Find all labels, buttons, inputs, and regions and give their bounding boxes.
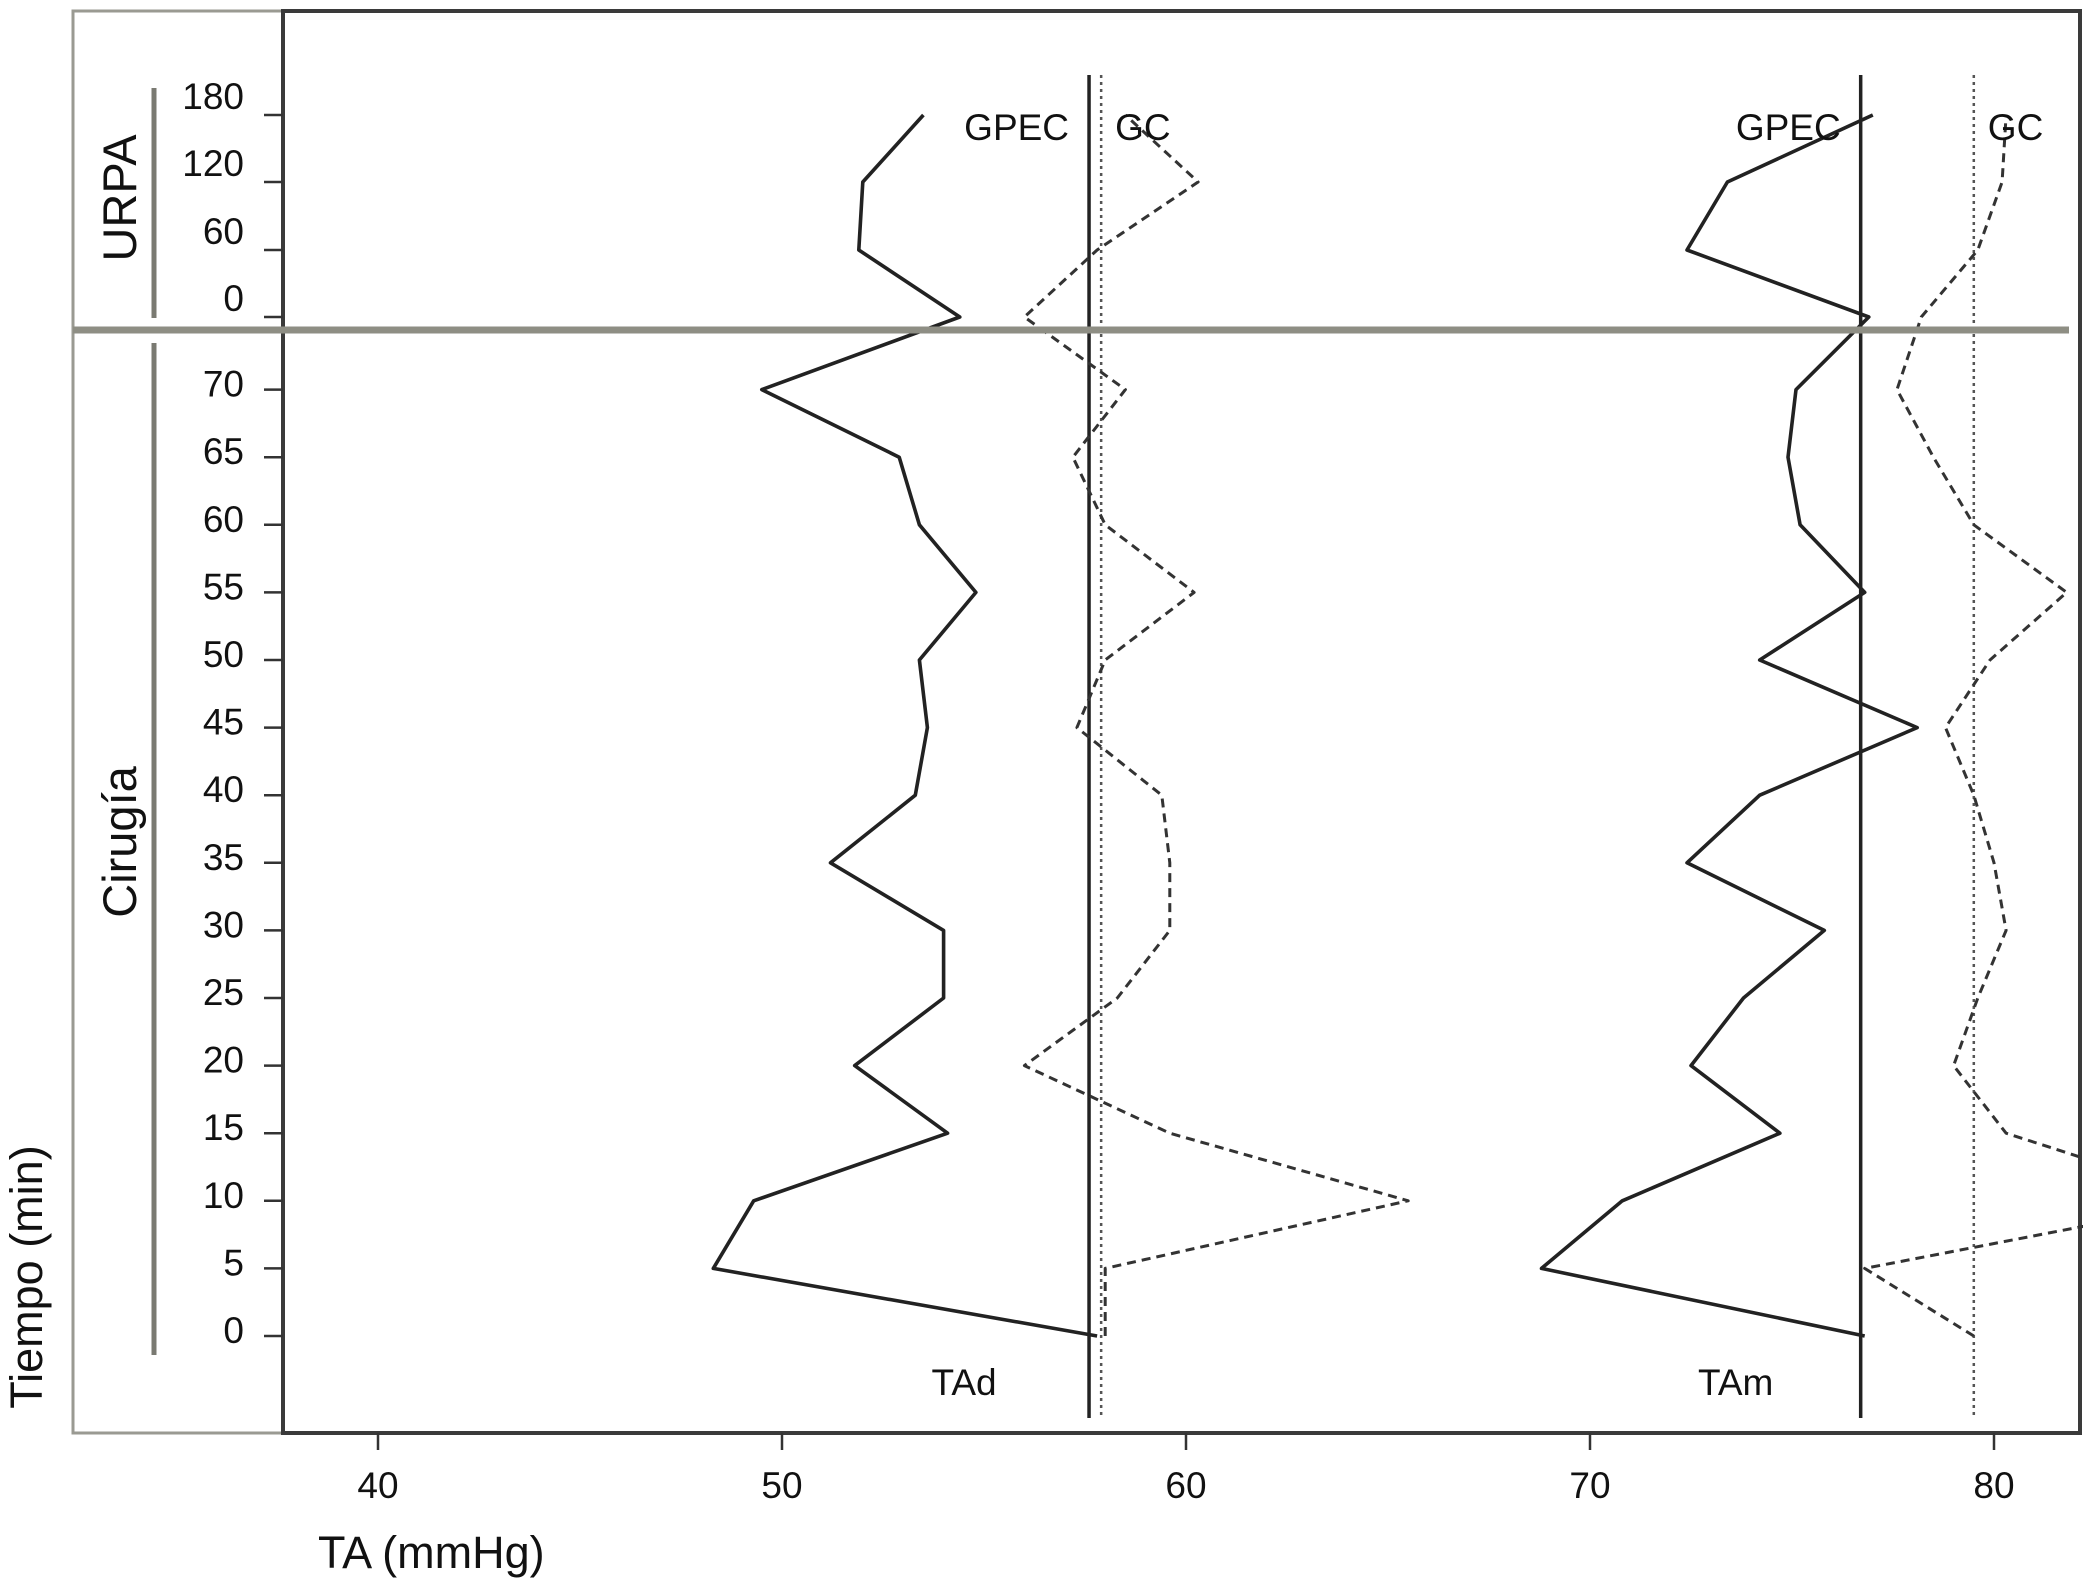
series-gpec-line (711, 113, 1098, 1338)
y-tick-label: 120 (182, 143, 244, 184)
y-tick-label: 180 (182, 76, 244, 117)
y-tick-label: 5 (223, 1242, 244, 1283)
y-tick-label: 35 (203, 837, 244, 878)
x-tick-label: 50 (761, 1465, 802, 1506)
y-ticks: 0 60 120 180 0 5 10 15 20 25 30 35 40 45 50 55 60 65 70 (182, 76, 283, 1351)
y-tick-label: 25 (203, 972, 244, 1013)
y-tick-label: 40 (203, 769, 244, 810)
y-tick-label: 45 (203, 702, 244, 743)
y-tick-label: 60 (203, 211, 244, 252)
series-gpec-line (1539, 113, 1919, 1338)
y-tick-label: 60 (203, 499, 244, 540)
y-tick-label: 55 (203, 566, 244, 607)
y-tick-label: 15 (203, 1107, 244, 1148)
y-tick-label: 65 (203, 431, 244, 472)
section-title-urpa: URPA (93, 134, 146, 262)
section-title-cirugia: Cirugía (93, 765, 146, 917)
group-label-gc: GC (1115, 107, 1171, 148)
y-tick-label: 70 (203, 364, 244, 405)
group-label-gpec: GPEC (1736, 107, 1841, 148)
y-tick-label: 0 (223, 1310, 244, 1351)
y-tick-label: 30 (203, 904, 244, 945)
panel-name: TAm (1698, 1362, 1773, 1403)
y-tick-label: 10 (203, 1175, 244, 1216)
y-tick-label: 0 (223, 278, 244, 319)
plot-frame (281, 9, 2082, 1435)
panel-name: TAd (931, 1362, 996, 1403)
x-tick-label: 80 (1973, 1465, 2014, 1506)
series-gc-line (1863, 114, 2083, 1338)
panel-tad: GPEC GC TAd (711, 75, 1410, 1418)
y-tick-label: 20 (203, 1040, 244, 1081)
group-label-gc: GC (1988, 107, 2044, 148)
series-gc-line (1022, 113, 1410, 1336)
group-label-gpec: GPEC (964, 107, 1069, 148)
x-ticks: 405060708090100110120 (357, 1433, 2015, 1506)
x-axis-title: TA (mmHg) (318, 1527, 545, 1578)
y-tick-label: 50 (203, 634, 244, 675)
panels: GPECGCTAdGPECGCTAmGPECGCTAs (711, 75, 2083, 1418)
x-tick-label: 40 (357, 1465, 398, 1506)
panel-tam: GPEC GC TAm (1539, 75, 2083, 1418)
y-axis-panel (71, 9, 285, 1435)
y-axis-title: Tiempo (min) (1, 1145, 52, 1408)
x-tick-label: 70 (1569, 1465, 1610, 1506)
x-tick-label: 60 (1165, 1465, 1206, 1506)
